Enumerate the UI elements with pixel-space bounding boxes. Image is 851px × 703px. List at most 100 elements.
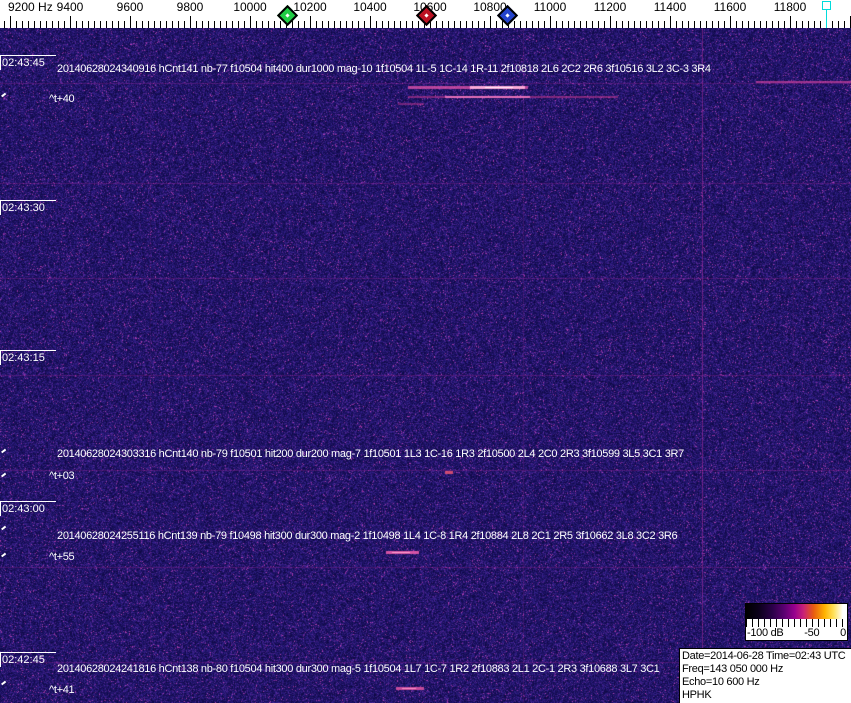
db-label-max: 0 (840, 627, 846, 639)
detection-offset: ^t+03 (49, 470, 75, 482)
time-label: 02:43:45 (0, 55, 56, 70)
ruler-tick (154, 21, 155, 28)
ruler-tick (472, 21, 473, 28)
ruler-label: 9200 Hz (8, 0, 53, 14)
marker-center-dot (285, 13, 290, 18)
ruler-tick (262, 21, 263, 28)
marker-center-dot (505, 13, 510, 18)
ruler-tick (28, 21, 29, 28)
ruler-label: 9800 (176, 0, 204, 14)
ruler-tick (244, 21, 245, 28)
detection-line: 20140628024340916 hCnt141 nb-77 f10504 h… (57, 63, 711, 75)
ruler-tick (484, 21, 485, 28)
ruler-tick (772, 21, 773, 28)
ruler-tick (184, 21, 185, 28)
ruler-tick (448, 21, 449, 28)
time-label: 02:43:15 (0, 350, 56, 365)
ruler-tick (346, 21, 347, 28)
ruler-label: 10200 (293, 0, 327, 14)
ruler-tick (700, 21, 701, 28)
ruler-tick (130, 16, 131, 28)
ruler-tick (196, 21, 197, 28)
detection-line: 20140628024255116 hCnt139 nb-79 f10498 h… (57, 530, 678, 542)
ruler-tick (658, 21, 659, 28)
ruler-label: 11800 (773, 0, 807, 14)
frequency-ruler: 9200 Hz 9400 9600 9800 10000 10200 10400 10600 1… (0, 0, 851, 28)
ruler-tick (502, 21, 503, 28)
ruler-tick (832, 21, 833, 28)
ruler-tick (400, 21, 401, 28)
ruler-tick (814, 21, 815, 28)
ruler-tick (52, 21, 53, 28)
spectrogram-canvas[interactable] (0, 28, 851, 703)
ruler-tick (76, 21, 77, 28)
ruler-tick (604, 21, 605, 28)
detection-offset: ^t+55 (49, 551, 75, 563)
ruler-label: 10800 (473, 0, 507, 14)
ruler-tick (574, 21, 575, 28)
ruler-tick (556, 21, 557, 28)
ruler-tick (598, 21, 599, 28)
ruler-tick (352, 21, 353, 28)
ruler-tick (202, 21, 203, 28)
ruler-tick (514, 21, 515, 28)
ruler-tick (118, 21, 119, 28)
db-label-mid: -50 (804, 627, 820, 639)
detection-offset: ^t+41 (49, 684, 75, 696)
ruler-tick (334, 21, 335, 28)
time-label: 02:42:45 (0, 652, 56, 667)
ruler-tick (466, 21, 467, 28)
ruler-tick (172, 21, 173, 28)
ruler-tick (820, 21, 821, 28)
ruler-tick (298, 21, 299, 28)
ruler-tick (478, 21, 479, 28)
ruler-tick (784, 21, 785, 28)
ruler-tick (796, 21, 797, 28)
ruler-tick (586, 21, 587, 28)
ruler-label: 11200 (593, 0, 627, 14)
ruler-tick (88, 21, 89, 28)
info-date-time: Date=2014-06-28 Time=02:43 UTC (682, 650, 846, 662)
ruler-tick (532, 21, 533, 28)
ruler-label: 9600 (116, 0, 144, 14)
ruler-tick (442, 21, 443, 28)
ruler-tick (328, 21, 329, 28)
ruler-tick (250, 16, 251, 28)
ruler-tick (718, 21, 719, 28)
ruler-tick (268, 21, 269, 28)
info-box: Date=2014-06-28 Time=02:43 UTC Freq=143 … (679, 648, 851, 703)
ruler-tick (370, 16, 371, 28)
ruler-label: 9400 (56, 0, 84, 14)
ruler-tick (562, 21, 563, 28)
ruler-tick (136, 21, 137, 28)
ruler-tick (646, 21, 647, 28)
ruler-tick (106, 21, 107, 28)
ruler-tick (496, 21, 497, 28)
ruler-tick (178, 21, 179, 28)
ruler-tick (712, 21, 713, 28)
ruler-tick (214, 21, 215, 28)
ruler-tick (670, 16, 671, 28)
ruler-tick (526, 21, 527, 28)
detection-line: 20140628024303316 hCnt140 nb-79 f10501 h… (57, 448, 684, 460)
detection-line: 20140628024241816 hCnt138 nb-80 f10504 h… (57, 663, 660, 675)
ruler-tick (304, 21, 305, 28)
detection-offset: ^t+40 (49, 93, 75, 105)
ruler-label: 10000 (233, 0, 267, 14)
info-echo: Echo=10 600 Hz (682, 676, 760, 688)
ruler-tick (568, 21, 569, 28)
time-label: 02:43:30 (0, 200, 56, 215)
ruler-tick (580, 21, 581, 28)
info-station: HPHK (682, 689, 712, 701)
ruler-tick (340, 21, 341, 28)
ruler-tick (46, 21, 47, 28)
ruler-tick (736, 21, 737, 28)
ruler-tick (142, 21, 143, 28)
ruler-tick (754, 21, 755, 28)
ruler-tick (100, 21, 101, 28)
ruler-tick (160, 21, 161, 28)
ruler-tick (418, 21, 419, 28)
ruler-tick (634, 21, 635, 28)
ruler-tick (550, 16, 551, 28)
ruler-tick (808, 21, 809, 28)
